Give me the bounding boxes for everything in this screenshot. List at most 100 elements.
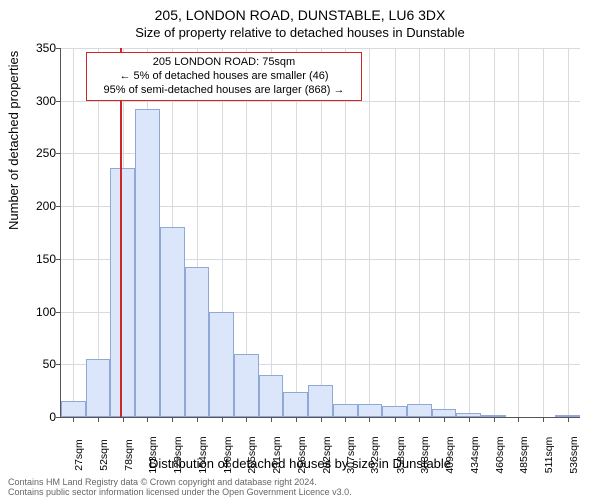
histogram-bar bbox=[160, 227, 185, 417]
histogram-bar bbox=[407, 404, 432, 417]
xtick-mark bbox=[419, 417, 420, 422]
annotation-box: 205 LONDON ROAD: 75sqm← 5% of detached h… bbox=[86, 52, 362, 101]
xtick-mark bbox=[345, 417, 346, 422]
xtick-mark bbox=[494, 417, 495, 422]
histogram-bar bbox=[209, 312, 234, 417]
xtick-mark bbox=[395, 417, 396, 422]
histogram-bar bbox=[456, 413, 481, 417]
grid-line-v bbox=[469, 48, 470, 417]
xtick-label: 307sqm bbox=[345, 436, 357, 473]
xtick-mark bbox=[73, 417, 74, 422]
ytick-label: 100 bbox=[16, 305, 56, 319]
histogram-bar bbox=[135, 109, 160, 417]
histogram-bar bbox=[555, 415, 580, 417]
grid-line-v bbox=[444, 48, 445, 417]
xtick-label: 383sqm bbox=[419, 436, 431, 473]
grid-line-v bbox=[369, 48, 370, 417]
ytick-mark bbox=[56, 364, 61, 365]
xtick-label: 409sqm bbox=[444, 436, 456, 473]
xtick-mark bbox=[444, 417, 445, 422]
grid-line-v bbox=[345, 48, 346, 417]
histogram-bar bbox=[432, 409, 457, 417]
grid-line-v bbox=[494, 48, 495, 417]
xtick-label: 129sqm bbox=[172, 436, 184, 473]
histogram-bar bbox=[259, 375, 284, 417]
xtick-label: 180sqm bbox=[222, 436, 234, 473]
grid-line-v bbox=[321, 48, 322, 417]
histogram-bar bbox=[86, 359, 111, 417]
xtick-mark bbox=[123, 417, 124, 422]
xtick-label: 434sqm bbox=[469, 436, 481, 473]
histogram-bar bbox=[61, 401, 86, 417]
footer-attribution: Contains HM Land Registry data © Crown c… bbox=[8, 478, 352, 498]
xtick-label: 485sqm bbox=[518, 436, 530, 473]
histogram-bar bbox=[234, 354, 259, 417]
xtick-mark bbox=[172, 417, 173, 422]
grid-line-v bbox=[518, 48, 519, 417]
xtick-label: 27sqm bbox=[73, 439, 85, 471]
ytick-label: 200 bbox=[16, 199, 56, 213]
ytick-label: 0 bbox=[16, 410, 56, 424]
xtick-mark bbox=[147, 417, 148, 422]
ytick-mark bbox=[56, 417, 61, 418]
grid-line-v bbox=[543, 48, 544, 417]
ytick-label: 50 bbox=[16, 357, 56, 371]
xtick-label: 511sqm bbox=[543, 437, 555, 474]
ytick-mark bbox=[56, 312, 61, 313]
xtick-label: 52sqm bbox=[98, 439, 110, 471]
ytick-mark bbox=[56, 101, 61, 102]
xtick-mark bbox=[568, 417, 569, 422]
histogram-bar bbox=[283, 392, 308, 417]
xtick-label: 154sqm bbox=[197, 436, 209, 473]
histogram-bar bbox=[358, 404, 383, 417]
grid-line-v bbox=[296, 48, 297, 417]
xtick-mark bbox=[369, 417, 370, 422]
ytick-label: 300 bbox=[16, 94, 56, 108]
xtick-mark bbox=[98, 417, 99, 422]
annotation-line-2: ← 5% of detached houses are smaller (46) bbox=[93, 70, 355, 84]
page-title: 205, LONDON ROAD, DUNSTABLE, LU6 3DX bbox=[0, 7, 600, 23]
ytick-label: 150 bbox=[16, 252, 56, 266]
ytick-label: 250 bbox=[16, 146, 56, 160]
grid-line-v bbox=[568, 48, 569, 417]
grid-line-v bbox=[73, 48, 74, 417]
xtick-label: 460sqm bbox=[494, 436, 506, 473]
xtick-mark bbox=[469, 417, 470, 422]
xtick-mark bbox=[321, 417, 322, 422]
xtick-mark bbox=[271, 417, 272, 422]
xtick-label: 256sqm bbox=[296, 436, 308, 473]
histogram-bar bbox=[333, 404, 358, 417]
histogram-bar bbox=[481, 415, 506, 417]
histogram-bar bbox=[382, 406, 407, 417]
xtick-mark bbox=[518, 417, 519, 422]
footer-line-2: Contains public sector information licen… bbox=[8, 488, 352, 498]
histogram-bar bbox=[185, 267, 210, 417]
xtick-label: 205sqm bbox=[246, 436, 258, 473]
xtick-label: 358sqm bbox=[395, 436, 407, 473]
grid-line-v bbox=[395, 48, 396, 417]
grid-line-v bbox=[271, 48, 272, 417]
annotation-line-3: 95% of semi-detached houses are larger (… bbox=[93, 84, 355, 98]
ytick-mark bbox=[56, 48, 61, 49]
grid-line-v bbox=[419, 48, 420, 417]
xtick-label: 332sqm bbox=[369, 436, 381, 473]
xtick-mark bbox=[197, 417, 198, 422]
histogram-bar bbox=[308, 385, 333, 417]
chart-page: 205, LONDON ROAD, DUNSTABLE, LU6 3DX Siz… bbox=[0, 0, 600, 500]
ytick-mark bbox=[56, 259, 61, 260]
xtick-mark bbox=[543, 417, 544, 422]
xtick-label: 103sqm bbox=[147, 436, 159, 473]
ytick-mark bbox=[56, 206, 61, 207]
xtick-label: 78sqm bbox=[123, 439, 135, 471]
xtick-label: 536sqm bbox=[568, 436, 580, 473]
ytick-mark bbox=[56, 153, 61, 154]
xtick-mark bbox=[296, 417, 297, 422]
xtick-mark bbox=[246, 417, 247, 422]
ytick-label: 350 bbox=[16, 41, 56, 55]
annotation-line-1: 205 LONDON ROAD: 75sqm bbox=[93, 56, 355, 70]
xtick-label: 282sqm bbox=[321, 436, 333, 473]
marker-line bbox=[120, 48, 122, 417]
plot-area bbox=[60, 48, 580, 418]
xtick-label: 231sqm bbox=[271, 436, 283, 473]
histogram-bar bbox=[110, 168, 135, 417]
